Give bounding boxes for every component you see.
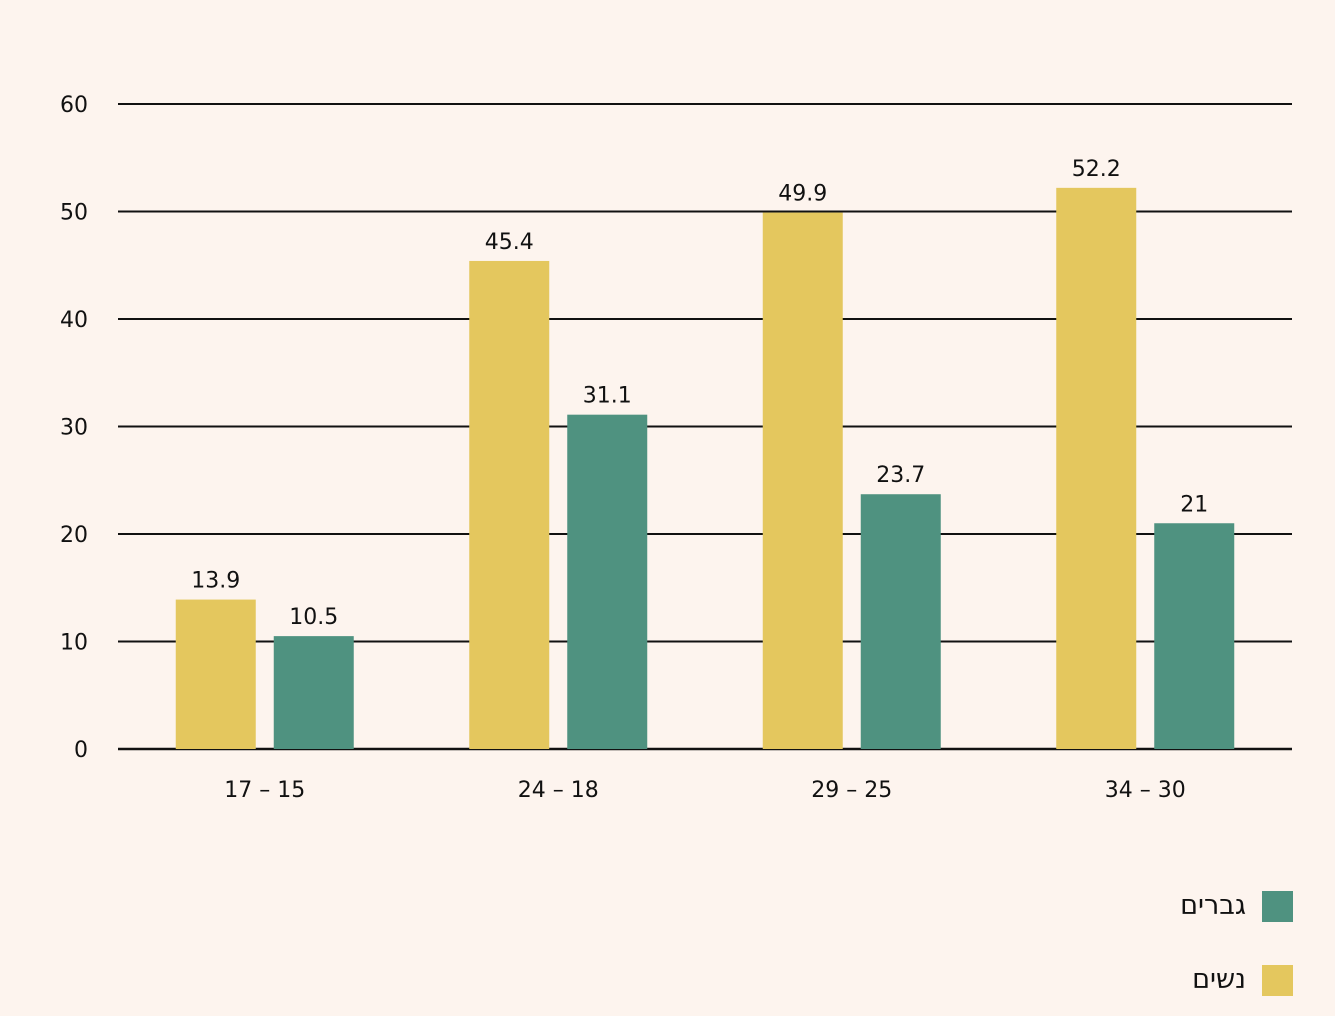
- x-tick-label: 34 – 30: [1105, 778, 1186, 803]
- bar-value-label: 13.9: [191, 569, 240, 594]
- y-tick-label: 40: [60, 308, 88, 333]
- bar: [469, 260, 550, 749]
- y-tick-label: 10: [60, 631, 88, 656]
- bar: [1056, 187, 1137, 750]
- y-tick-label: 30: [60, 416, 88, 441]
- legend-item-women: נשים: [1180, 964, 1293, 996]
- legend: גברים נשים: [1180, 890, 1293, 996]
- bar: [175, 599, 256, 749]
- y-tick-label: 20: [60, 523, 88, 548]
- y-tick-label: 0: [74, 738, 88, 763]
- legend-label-men: גברים: [1180, 890, 1246, 921]
- bar-value-label: 21: [1180, 492, 1208, 517]
- legend-swatch-women: [1262, 964, 1293, 996]
- bar-value-label: 52.2: [1072, 157, 1121, 182]
- bar-value-label: 23.7: [876, 463, 925, 488]
- bar: [762, 212, 843, 749]
- bar: [1154, 523, 1235, 749]
- bar-value-label: 49.9: [778, 182, 827, 207]
- bar-value-label: 10.5: [289, 605, 338, 630]
- x-tick-label: 29 – 25: [811, 778, 892, 803]
- bar-value-label: 31.1: [583, 384, 632, 409]
- bar: [860, 494, 941, 749]
- bar-value-label: 45.4: [485, 230, 534, 255]
- x-tick-label: 24 – 18: [518, 778, 599, 803]
- bar: [567, 414, 648, 749]
- legend-item-men: גברים: [1180, 890, 1293, 922]
- legend-label-women: נשים: [1192, 964, 1246, 995]
- bar: [273, 636, 354, 749]
- bar-chart: 0 10 20 30 40 50 60 13.9 10.5 17 – 15 45.4 31.1 24 –…: [60, 93, 1292, 803]
- y-tick-label: 50: [60, 201, 88, 226]
- x-tick-label: 17 – 15: [224, 778, 305, 803]
- legend-swatch-men: [1262, 890, 1293, 922]
- y-tick-label: 60: [60, 93, 88, 118]
